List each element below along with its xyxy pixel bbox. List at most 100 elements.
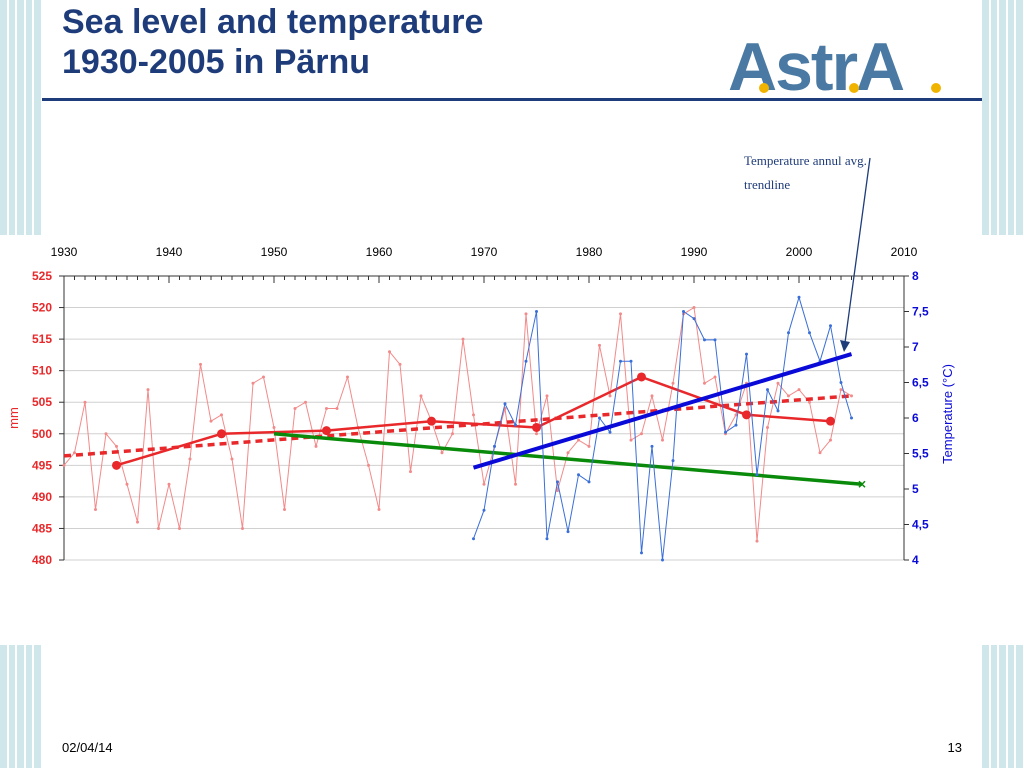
sea-level-annual-point (472, 413, 475, 417)
x-axis-tick-label: 1930 (51, 245, 78, 259)
sea-level-annual-point (440, 451, 444, 455)
sea-level-annual-point (73, 451, 76, 455)
footer-date: 02/04/14 (62, 740, 113, 755)
y-right-tick-label: 7 (912, 340, 919, 354)
temperature-annual-point (776, 409, 780, 413)
temperature-annual-point (808, 331, 811, 335)
temperature-annual-point (598, 416, 601, 420)
temperature-annual-point (797, 295, 801, 299)
y-right-tick-label: 7,5 (912, 305, 929, 319)
temperature-annual-point (493, 444, 496, 448)
sea-level-annual-point (230, 457, 234, 461)
sea-level-annual-point (209, 419, 213, 423)
sea-level-annual-line (63, 307, 852, 542)
sea-level-annual-point (461, 337, 465, 341)
x-axis-tick-label: 1940 (156, 245, 183, 259)
temperature-annual-point (671, 459, 675, 463)
y-right-tick-label: 4,5 (912, 518, 929, 532)
sea-level-decadal-point (322, 426, 331, 436)
sea-level-annual-point (619, 312, 622, 316)
temperature-annual-point (608, 430, 612, 434)
sea-level-annual-point (136, 520, 139, 524)
annotation-line-2: trendline (744, 177, 790, 192)
sea-level-annual-point (377, 508, 381, 512)
sea-level-annual-point (818, 451, 822, 455)
x-axis-tick-label: 2000 (786, 245, 813, 259)
sea-level-annual-point (556, 489, 559, 493)
sea-level-annual-point (398, 362, 402, 366)
sea-level-annual-point (220, 413, 223, 417)
x-axis-tick-label: 1970 (471, 245, 498, 259)
sea-level-annual-point (566, 451, 570, 455)
temperature-annual-point (839, 381, 843, 384)
x-axis-tick-label: 1950 (261, 245, 288, 259)
sea-level-annual-point (251, 381, 255, 385)
decorative-stripes-bottom-right (982, 645, 1024, 768)
sea-level-annual-point (514, 482, 517, 486)
sea-level-decadal-point (427, 416, 436, 426)
sea-level-annual-point (125, 482, 129, 486)
temperature-annual-point (535, 310, 538, 313)
slide-title-line-1: Sea level and temperature (62, 3, 484, 41)
y-left-tick-label: 515 (32, 332, 52, 346)
sea-level-decadal-point (826, 416, 835, 426)
sea-level-annual-point (482, 482, 486, 486)
sea-level-annual-point (272, 425, 276, 429)
sea-level-annual-point (199, 362, 202, 366)
temperature-annual-point (734, 423, 738, 427)
temperature-annual-point (850, 416, 853, 420)
y-left-tick-label: 490 (32, 490, 52, 504)
x-axis-tick-label: 1960 (366, 245, 393, 259)
y-left-tick-label: 500 (32, 427, 52, 441)
slide-title: Sea level and temperature 1930-2005 in P… (62, 2, 483, 82)
y-right-tick-label: 5,5 (912, 447, 929, 461)
sea-level-annual-point (115, 444, 118, 448)
sea-level-annual-point (83, 400, 87, 404)
y-right-tick-labels: 4 4,5 5 5,5 6 6,5 7 7,5 8 (912, 269, 929, 567)
y-right-tick-label: 5 (912, 482, 919, 496)
temperature-annual-point (524, 359, 528, 363)
sea-level-annual-point (104, 432, 108, 436)
y-right-tick-label: 4 (912, 553, 919, 567)
sea-level-annual-point (629, 438, 633, 442)
y-left-tick-label: 485 (32, 521, 52, 535)
sea-level-annual-point (661, 438, 664, 442)
decorative-stripes-top-left (0, 0, 42, 235)
astra-logo: AstrA (728, 29, 941, 96)
chart-axes (59, 275, 909, 561)
sea-level-decadal-point (637, 372, 646, 382)
sea-level-decadal-point (112, 460, 121, 470)
temperature-annual-point (682, 310, 685, 313)
astra-logo-wordmark: AstrA (728, 29, 904, 96)
y-left-tick-labels: 480 485 490 495 500 505 510 515 520 525 (32, 269, 52, 567)
annotation-arrow-head (840, 340, 850, 352)
slide-title-line-2: 1930-2005 in Pärnu (62, 43, 371, 81)
temperature-annual-point (503, 402, 507, 406)
temperature-annual-point (745, 352, 748, 356)
sea-level-annual-point (766, 425, 769, 429)
temperature-annual-point (829, 324, 832, 328)
sea-level-annual-point (692, 306, 696, 310)
temperature-annual-point (629, 359, 633, 363)
decorative-stripes-top-right (982, 0, 1024, 235)
temperature-annual-point (766, 388, 769, 392)
sea-level-annual-point (850, 394, 853, 398)
temperature-annual-point (650, 444, 654, 448)
sea-level-annual-point (314, 444, 318, 448)
temperature-annual-point (755, 473, 759, 477)
sea-level-annual-point (713, 375, 717, 379)
temperature-annual-point (545, 537, 549, 541)
footer-page-number: 13 (947, 740, 962, 755)
sea-level-annual-point (524, 312, 528, 316)
sea-level-annual-point (178, 526, 181, 530)
sea-level-annual-point (776, 381, 780, 385)
green-trend-end-marker (858, 480, 866, 488)
sea-level-annual-point (325, 407, 328, 411)
sea-level-annual-point (293, 407, 297, 411)
temperature-annual-point (640, 551, 643, 555)
sea-level-annual-point (787, 394, 790, 398)
sea-level-annual-point (409, 470, 412, 474)
temperature-annual-point (577, 473, 580, 477)
sea-level-annual-point (451, 432, 454, 436)
y-left-tick-label: 520 (32, 301, 52, 315)
